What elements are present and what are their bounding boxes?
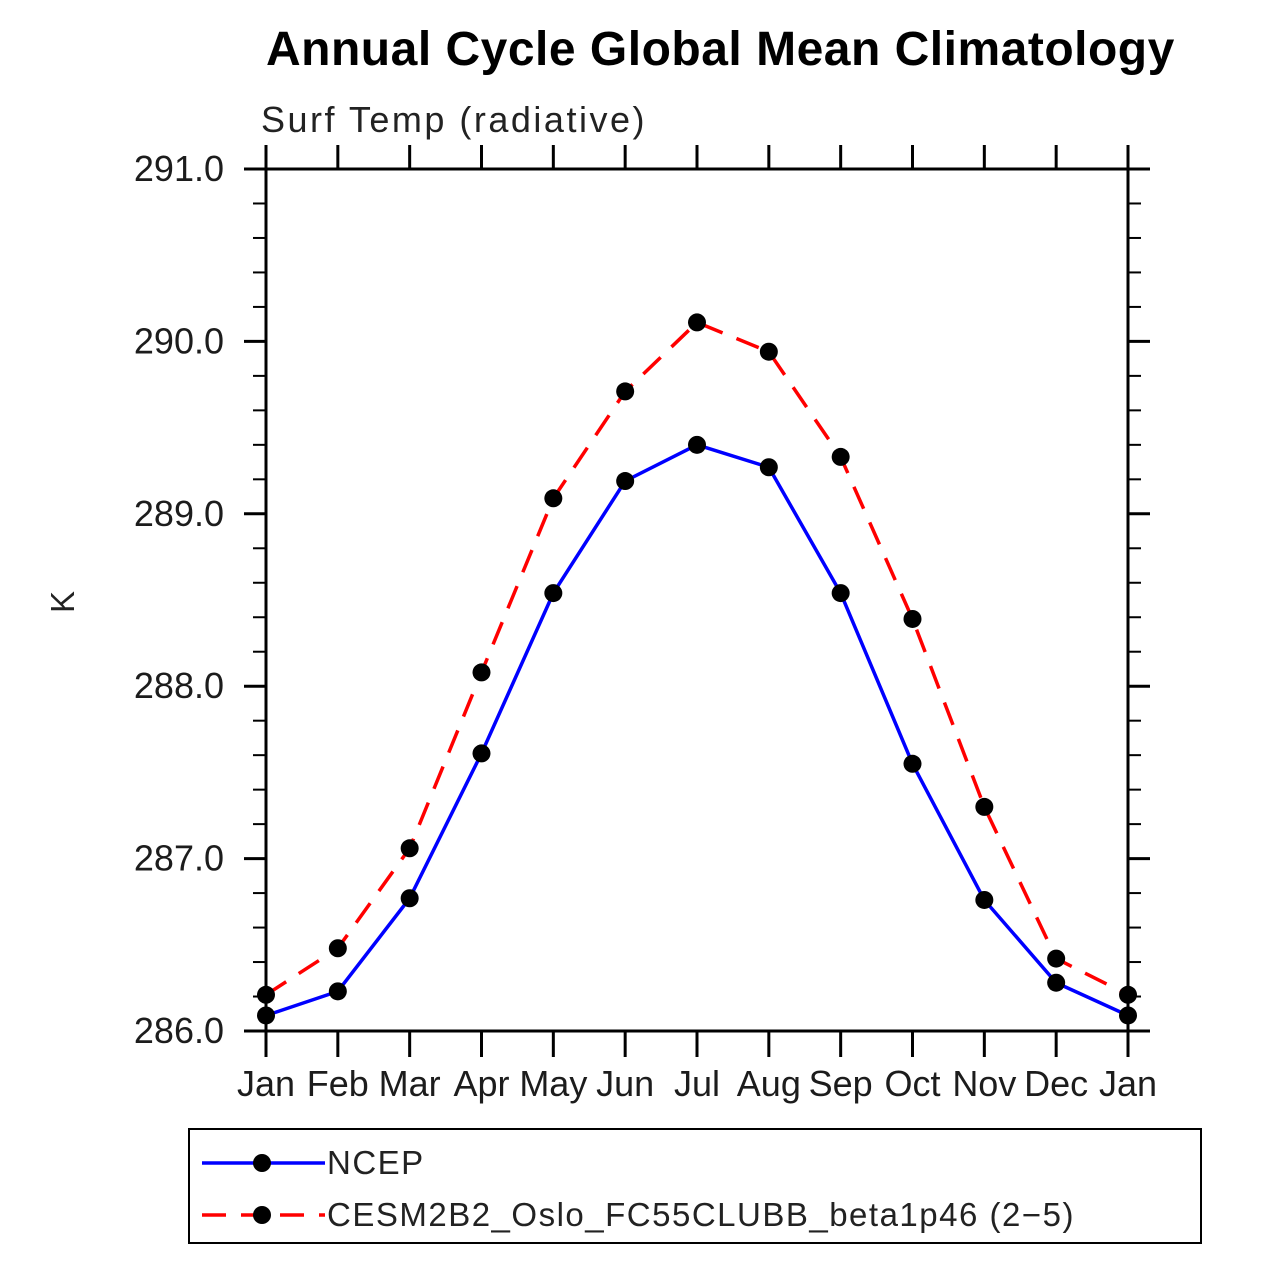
data-point-marker-cesm xyxy=(328,939,347,958)
x-axis-tick-label: May xyxy=(519,1063,587,1104)
series-line-ncep xyxy=(265,443,1129,1018)
x-axis-tick-label: Nov xyxy=(952,1063,1016,1104)
data-point-marker-cesm xyxy=(544,489,563,508)
chart-title: Annual Cycle Global Mean Climatology xyxy=(266,23,1175,76)
y-axis-tick-label: 287.0 xyxy=(134,838,224,879)
data-point-marker-ncep xyxy=(1047,973,1066,992)
y-axis-tick-label: 291.0 xyxy=(134,148,224,189)
data-point-marker-cesm xyxy=(472,663,491,682)
y-axis-tick-label: 290.0 xyxy=(134,320,224,361)
data-point-marker-ncep xyxy=(688,435,706,454)
data-point-marker-cesm xyxy=(975,797,994,816)
data-point-marker-ncep xyxy=(975,890,994,909)
series-line-cesm xyxy=(265,320,1129,997)
cesm-line-sample xyxy=(202,1206,325,1224)
data-point-marker-ncep xyxy=(328,982,347,1001)
data-point-marker-ncep xyxy=(616,472,635,491)
data-point-marker-cesm xyxy=(400,839,419,858)
y-axis-tick-label: 289.0 xyxy=(134,493,224,534)
data-point-marker-cesm xyxy=(831,447,850,466)
data-point-marker-ncep xyxy=(1119,1006,1137,1025)
ncep-line-sample xyxy=(202,1154,325,1172)
cesm-sample-marker-icon xyxy=(253,1206,271,1224)
y-axis-tick-label: 286.0 xyxy=(134,1010,224,1051)
data-point-marker-cesm xyxy=(257,985,275,1004)
data-point-marker-ncep xyxy=(903,754,922,773)
data-point-marker-ncep xyxy=(831,584,850,603)
legend-label-ncep: NCEP xyxy=(327,1144,425,1181)
x-axis-tick-label: Apr xyxy=(453,1063,509,1104)
data-point-marker-ncep xyxy=(257,1006,275,1025)
x-axis-tick-label: Feb xyxy=(307,1063,369,1104)
data-point-marker-cesm xyxy=(688,313,706,332)
chart-subtitle: Surf Temp (radiative) xyxy=(261,99,647,140)
data-point-marker-cesm xyxy=(1119,985,1137,1004)
data-point-marker-ncep xyxy=(759,458,778,477)
data-point-marker-ncep xyxy=(544,584,563,603)
x-axis-tick-label: Jan xyxy=(1099,1063,1157,1104)
data-point-marker-cesm xyxy=(759,342,778,361)
data-point-marker-cesm xyxy=(616,382,635,401)
x-axis-tick-label: Dec xyxy=(1024,1063,1088,1104)
x-axis-tick-label: Jun xyxy=(596,1063,654,1104)
legend-label-cesm: CESM2B2_Oslo_FC55CLUBB_beta1p46 (2−5) xyxy=(327,1196,1075,1233)
ncep-sample-marker-icon xyxy=(253,1154,271,1172)
legend-box: NCEP CESM2B2_Oslo_FC55CLUBB_beta1p46 (2−… xyxy=(188,1128,1202,1244)
data-point-marker-cesm xyxy=(1047,949,1066,968)
plot-frame xyxy=(264,167,1130,1033)
x-axis-tick-label: Mar xyxy=(379,1063,441,1104)
y-axis-tick-label: 288.0 xyxy=(134,665,224,706)
x-axis-tick-label: Oct xyxy=(884,1063,940,1104)
legend-item-ncep: NCEP xyxy=(200,1144,425,1181)
x-axis-tick-label: Aug xyxy=(737,1063,801,1104)
data-point-marker-cesm xyxy=(903,609,922,628)
legend-item-cesm: CESM2B2_Oslo_FC55CLUBB_beta1p46 (2−5) xyxy=(200,1196,1075,1233)
data-point-marker-ncep xyxy=(400,889,419,908)
x-axis-tick-label: Jan xyxy=(237,1063,295,1104)
data-point-marker-ncep xyxy=(472,744,491,763)
x-axis-tick-label: Jul xyxy=(674,1063,720,1104)
x-axis-tick-label: Sep xyxy=(809,1063,873,1104)
